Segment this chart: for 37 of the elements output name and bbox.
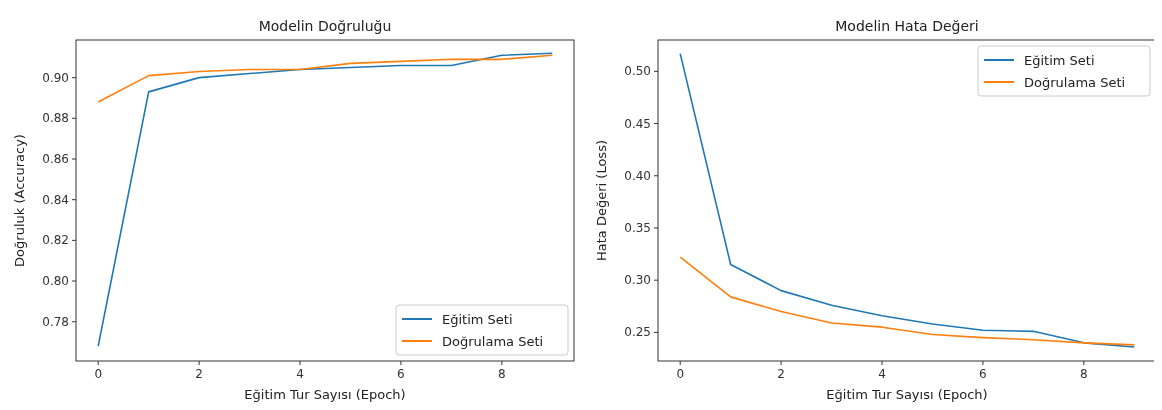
chart-title: Modelin Doğruluğu: [258, 18, 392, 34]
x-tick-label: 2: [777, 367, 785, 381]
line-series: [679, 52, 1136, 348]
x-tick-label: 6: [397, 367, 405, 381]
y-tick-label: 0.82: [42, 233, 69, 248]
x-axis-title: Eğitim Tur Sayısı (Epoch): [244, 387, 406, 402]
y-tick-label: 0.45: [624, 116, 651, 131]
x-tick-label: 2: [195, 367, 203, 381]
line-series: [97, 52, 554, 347]
x-tick-label: 8: [498, 367, 506, 381]
y-tick-label: 0.84: [42, 192, 69, 207]
x-tick-label: 4: [878, 367, 886, 381]
y-tick-label: 0.30: [624, 273, 651, 288]
x-tick-label: 4: [296, 367, 304, 381]
x-tick-label: 0: [94, 367, 103, 381]
legend-label: Eğitim Seti: [1024, 53, 1095, 68]
y-tick-label: 0.86: [42, 152, 69, 166]
y-tick-label: 0.25: [624, 325, 651, 340]
chart-title: Modelin Hata Değeri: [835, 18, 979, 34]
x-axis-title: Eğitim Tur Sayısı (Epoch): [826, 387, 988, 402]
line-series: [97, 54, 554, 103]
x-tick-label: 8: [1080, 367, 1088, 381]
y-tick-label: 0.80: [42, 274, 69, 289]
y-tick-label: 0.78: [42, 314, 69, 329]
legend-label: Doğrulama Seti: [1024, 75, 1126, 90]
y-tick-label: 0.35: [624, 220, 651, 235]
y-tick-label: 0.50: [624, 64, 651, 79]
x-tick-label: 0: [676, 367, 685, 381]
x-tick-label: 6: [979, 367, 987, 381]
line-series: [679, 256, 1136, 346]
y-tick-label: 0.40: [624, 168, 651, 183]
legend-label: Doğrulama Seti: [442, 334, 544, 349]
y-tick-label: 0.90: [42, 70, 69, 85]
legend-label: Eğitim Seti: [442, 312, 513, 327]
y-tick-label: 0.88: [42, 111, 69, 126]
y-axis-title: Hata Değeri (Loss): [594, 140, 609, 261]
y-axis-title: Doğruluk (Accuracy): [12, 134, 27, 267]
